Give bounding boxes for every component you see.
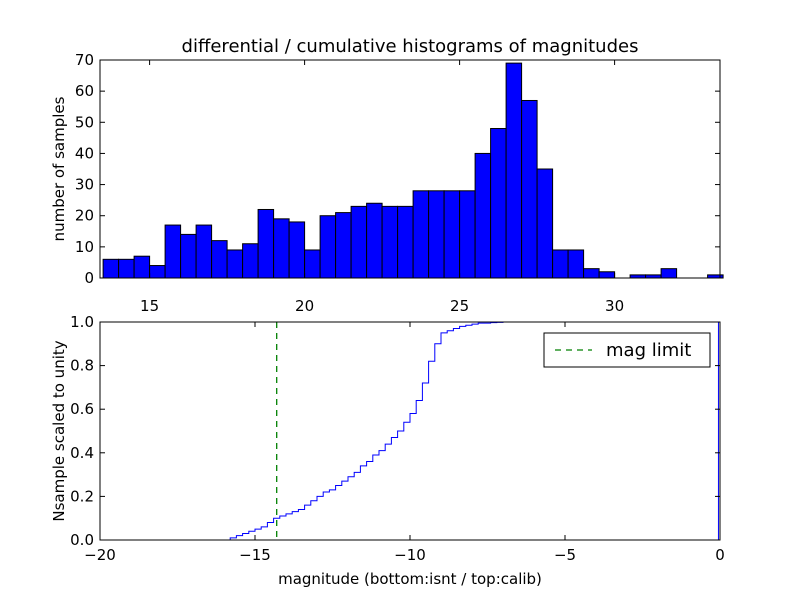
histogram-ytick-label: 70: [75, 51, 94, 69]
histogram-bar: [288, 221, 306, 279]
histogram-bar: [474, 152, 492, 279]
cumulative-ytick-label: 0.4: [70, 444, 94, 462]
figure-title: differential / cumulative histograms of …: [182, 36, 639, 57]
cumulative-ytick-label: 0.2: [70, 487, 94, 505]
histogram-bar: [366, 202, 383, 279]
histogram-bar: [536, 168, 554, 279]
histogram-bars: [102, 62, 724, 279]
histogram-bar: [180, 233, 197, 279]
cumulative-ytick-label: 0.8: [70, 357, 94, 375]
histogram-bar: [552, 249, 569, 279]
histogram-bar: [443, 190, 461, 279]
cumulative-chart: 0.0 0.2 0.4 0.6 0.8 1.0 −20 −15 −10 −5 0 magnitude…: [50, 313, 725, 588]
legend-label: mag limit: [606, 340, 691, 361]
histogram-bar: [195, 224, 213, 279]
histogram-bar: [102, 258, 120, 279]
histogram-ylabel: number of samples: [50, 96, 68, 241]
histogram-bar: [521, 99, 538, 279]
histogram-ytick-label: 40: [75, 144, 94, 162]
histogram-ytick-label: 0: [84, 269, 94, 287]
cumulative-frame: [99, 321, 721, 541]
histogram-bar: [428, 190, 445, 279]
histogram-bar: [273, 218, 290, 279]
cumulative-ytick-label: 0.6: [70, 400, 94, 418]
histogram-ytick-label: 10: [75, 238, 94, 256]
histogram-ytick-label: 50: [75, 113, 94, 131]
cumulative-xlabel: magnitude (bottom:isnt / top:calib): [278, 570, 542, 588]
histogram-bar: [149, 265, 166, 279]
cumulative-xtick-label: −20: [84, 546, 116, 564]
histogram-frame: [99, 59, 721, 279]
histogram-bar: [397, 205, 414, 279]
histogram-bar: [118, 258, 135, 279]
histogram-ytick-label: 20: [75, 207, 94, 225]
histogram-xtick-label: 15: [140, 297, 159, 315]
histogram-bar: [304, 249, 321, 279]
histogram-xtick-label: 25: [450, 297, 469, 315]
histogram-ytick-label: 60: [75, 82, 94, 100]
histogram-ticks: 0 10 20 30 40 50 60 70 15 20 25 30: [75, 51, 720, 315]
cumulative-xtick-label: −5: [554, 546, 576, 564]
cumulative-ytick-label: 1.0: [70, 313, 94, 331]
histogram-chart: 0 10 20 30 40 50 60 70 15 20 25 30 number of sample…: [50, 51, 724, 315]
histogram-bar: [660, 268, 678, 279]
histogram-bar: [350, 205, 368, 279]
legend-box: [543, 332, 711, 368]
histogram-bar: [133, 255, 151, 279]
histogram-bar: [257, 208, 275, 279]
histogram-bar: [319, 215, 337, 279]
histogram-xtick-label: 30: [605, 297, 624, 315]
cumulative-xtick-label: −10: [394, 546, 426, 564]
histogram-bar: [164, 224, 182, 279]
histogram-bar: [583, 268, 600, 279]
cumulative-ylabel: Nsample scaled to unity: [50, 340, 68, 521]
cumulative-xtick-label: 0: [715, 546, 725, 564]
cumulative-line: [100, 321, 719, 541]
histogram-bar: [335, 212, 352, 279]
histogram-ytick-label: 30: [75, 176, 94, 194]
histogram-bar: [490, 128, 507, 279]
histogram-bar: [211, 240, 228, 279]
histogram-bar: [381, 205, 399, 279]
histogram-bar: [242, 243, 259, 279]
histogram-bar: [567, 249, 585, 279]
cumulative-xtick-label: −15: [239, 546, 271, 564]
histogram-bar: [412, 190, 430, 279]
histogram-bar: [505, 62, 523, 279]
cumulative-ytick-label: 0.0: [70, 531, 94, 549]
histogram-bar: [459, 190, 476, 279]
histogram-xtick-label: 20: [295, 297, 314, 315]
histogram-bar: [598, 271, 616, 279]
legend: mag limit: [543, 332, 711, 368]
histogram-bar: [226, 249, 244, 279]
cumulative-ticks: 0.0 0.2 0.4 0.6 0.8 1.0 −20 −15 −10 −5 0: [70, 313, 725, 564]
